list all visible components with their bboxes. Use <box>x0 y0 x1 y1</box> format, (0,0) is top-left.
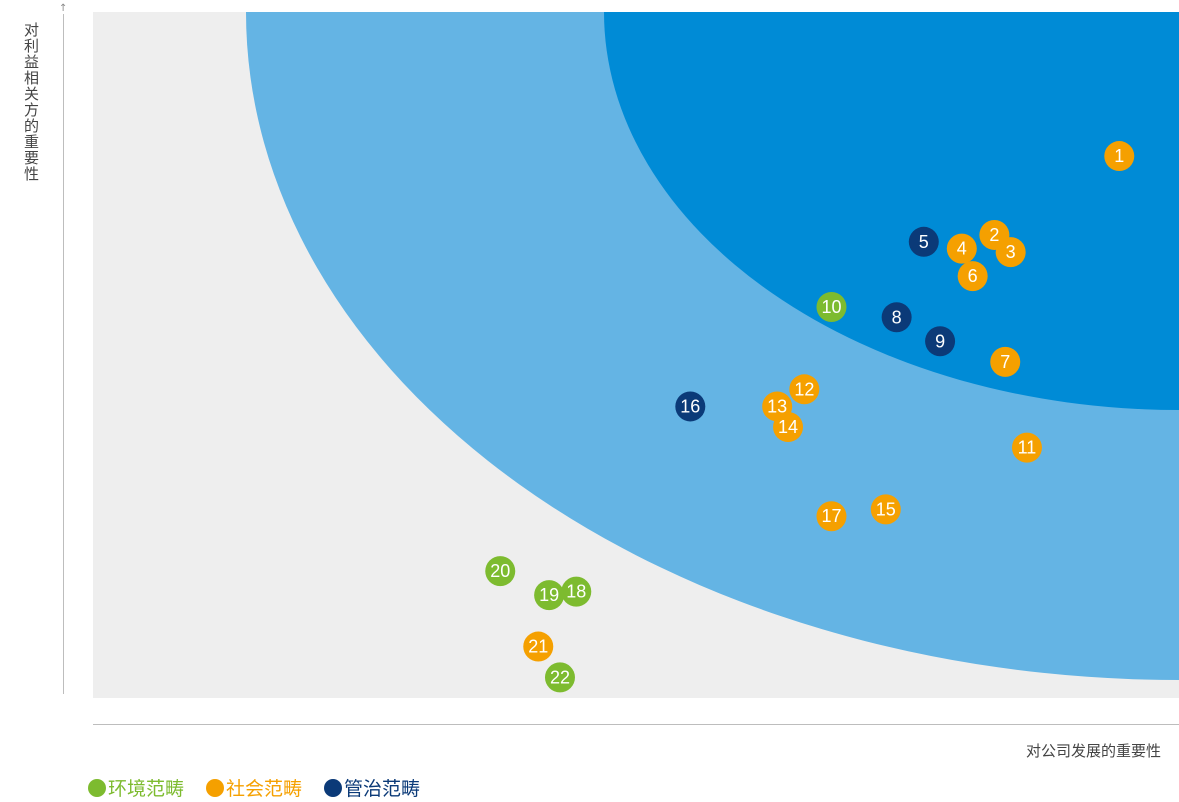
data-point-22: 22 <box>544 662 575 693</box>
y-axis-label: 对利益相关方的重要性 <box>22 22 40 182</box>
data-point-10: 10 <box>816 291 847 322</box>
data-point-marker <box>816 501 847 532</box>
data-point-marker <box>957 261 988 292</box>
data-point-label: 7 <box>1000 352 1010 372</box>
data-point-label: 19 <box>539 585 559 605</box>
legend-item-environment: 环境范畴 <box>88 774 184 801</box>
data-point-label: 13 <box>767 396 787 416</box>
x-axis-label: 对公司发展的重要性 <box>1025 742 1161 760</box>
data-point-marker <box>544 662 575 693</box>
data-point-label: 1 <box>1114 146 1124 166</box>
legend-dot-icon <box>206 778 225 797</box>
data-point-17: 17 <box>816 501 847 532</box>
data-point-label: 4 <box>957 239 967 259</box>
data-point-marker <box>995 237 1026 268</box>
legend: 环境范畴 社会范畴 管治范畴 <box>88 774 420 801</box>
data-point-7: 7 <box>990 346 1021 377</box>
data-point-marker <box>946 233 977 264</box>
data-point-label: 14 <box>778 417 798 437</box>
data-point-19: 19 <box>534 580 565 611</box>
data-point-label: 8 <box>892 307 902 327</box>
data-point-marker <box>485 556 516 587</box>
data-point-5: 5 <box>908 226 939 257</box>
legend-item-social: 社会范畴 <box>206 774 302 801</box>
data-point-label: 3 <box>1006 242 1016 262</box>
legend-dot-icon <box>324 778 343 797</box>
data-point-label: 20 <box>490 561 510 581</box>
data-point-marker <box>1011 432 1042 463</box>
data-point-12: 12 <box>789 374 820 405</box>
data-point-16: 16 <box>675 391 706 422</box>
x-axis-line <box>93 724 1179 725</box>
data-point-marker <box>1104 141 1135 172</box>
data-point-9: 9 <box>925 326 956 357</box>
data-point-6: 6 <box>957 261 988 292</box>
data-point-label: 9 <box>935 331 945 351</box>
data-point-marker <box>561 576 592 607</box>
legend-label: 社会范畴 <box>226 778 303 800</box>
data-point-label: 5 <box>919 232 929 252</box>
data-point-marker <box>925 326 956 357</box>
data-point-marker <box>870 494 901 525</box>
data-point-label: 11 <box>1018 438 1037 458</box>
data-point-label: 22 <box>550 667 570 687</box>
data-point-11: 11 <box>1011 432 1042 463</box>
data-point-label: 21 <box>528 637 548 657</box>
data-point-21: 21 <box>523 631 554 662</box>
data-point-marker <box>523 631 554 662</box>
data-point-label: 17 <box>821 506 841 526</box>
legend-label: 环境范畴 <box>108 778 185 800</box>
data-point-20: 20 <box>485 556 516 587</box>
data-point-marker <box>773 412 804 443</box>
data-point-1: 1 <box>1104 141 1135 172</box>
data-point-label: 6 <box>968 266 978 286</box>
data-point-label: 18 <box>566 582 586 602</box>
data-point-label: 2 <box>989 225 999 245</box>
legend-item-governance: 管治范畴 <box>324 774 420 801</box>
data-point-18: 18 <box>561 576 592 607</box>
data-point-label: 10 <box>821 297 841 317</box>
data-point-3: 3 <box>995 237 1026 268</box>
y-axis-arrow-icon: ↑ <box>59 3 68 14</box>
data-point-8: 8 <box>881 302 912 333</box>
data-point-4: 4 <box>946 233 977 264</box>
y-axis-line <box>63 14 64 694</box>
data-point-marker <box>908 226 939 257</box>
data-point-marker <box>881 302 912 333</box>
data-point-label: 15 <box>876 499 896 519</box>
data-point-label: 16 <box>680 396 700 416</box>
data-point-marker <box>990 346 1021 377</box>
data-point-label: 12 <box>794 379 814 399</box>
data-point-marker <box>534 580 565 611</box>
data-point-14: 14 <box>773 412 804 443</box>
legend-label: 管治范畴 <box>344 778 421 800</box>
data-point-marker <box>789 374 820 405</box>
data-point-15: 15 <box>870 494 901 525</box>
high-priority-zone <box>604 12 1179 410</box>
legend-dot-icon <box>88 778 106 797</box>
data-point-marker <box>675 391 706 422</box>
data-point-marker <box>816 291 847 322</box>
